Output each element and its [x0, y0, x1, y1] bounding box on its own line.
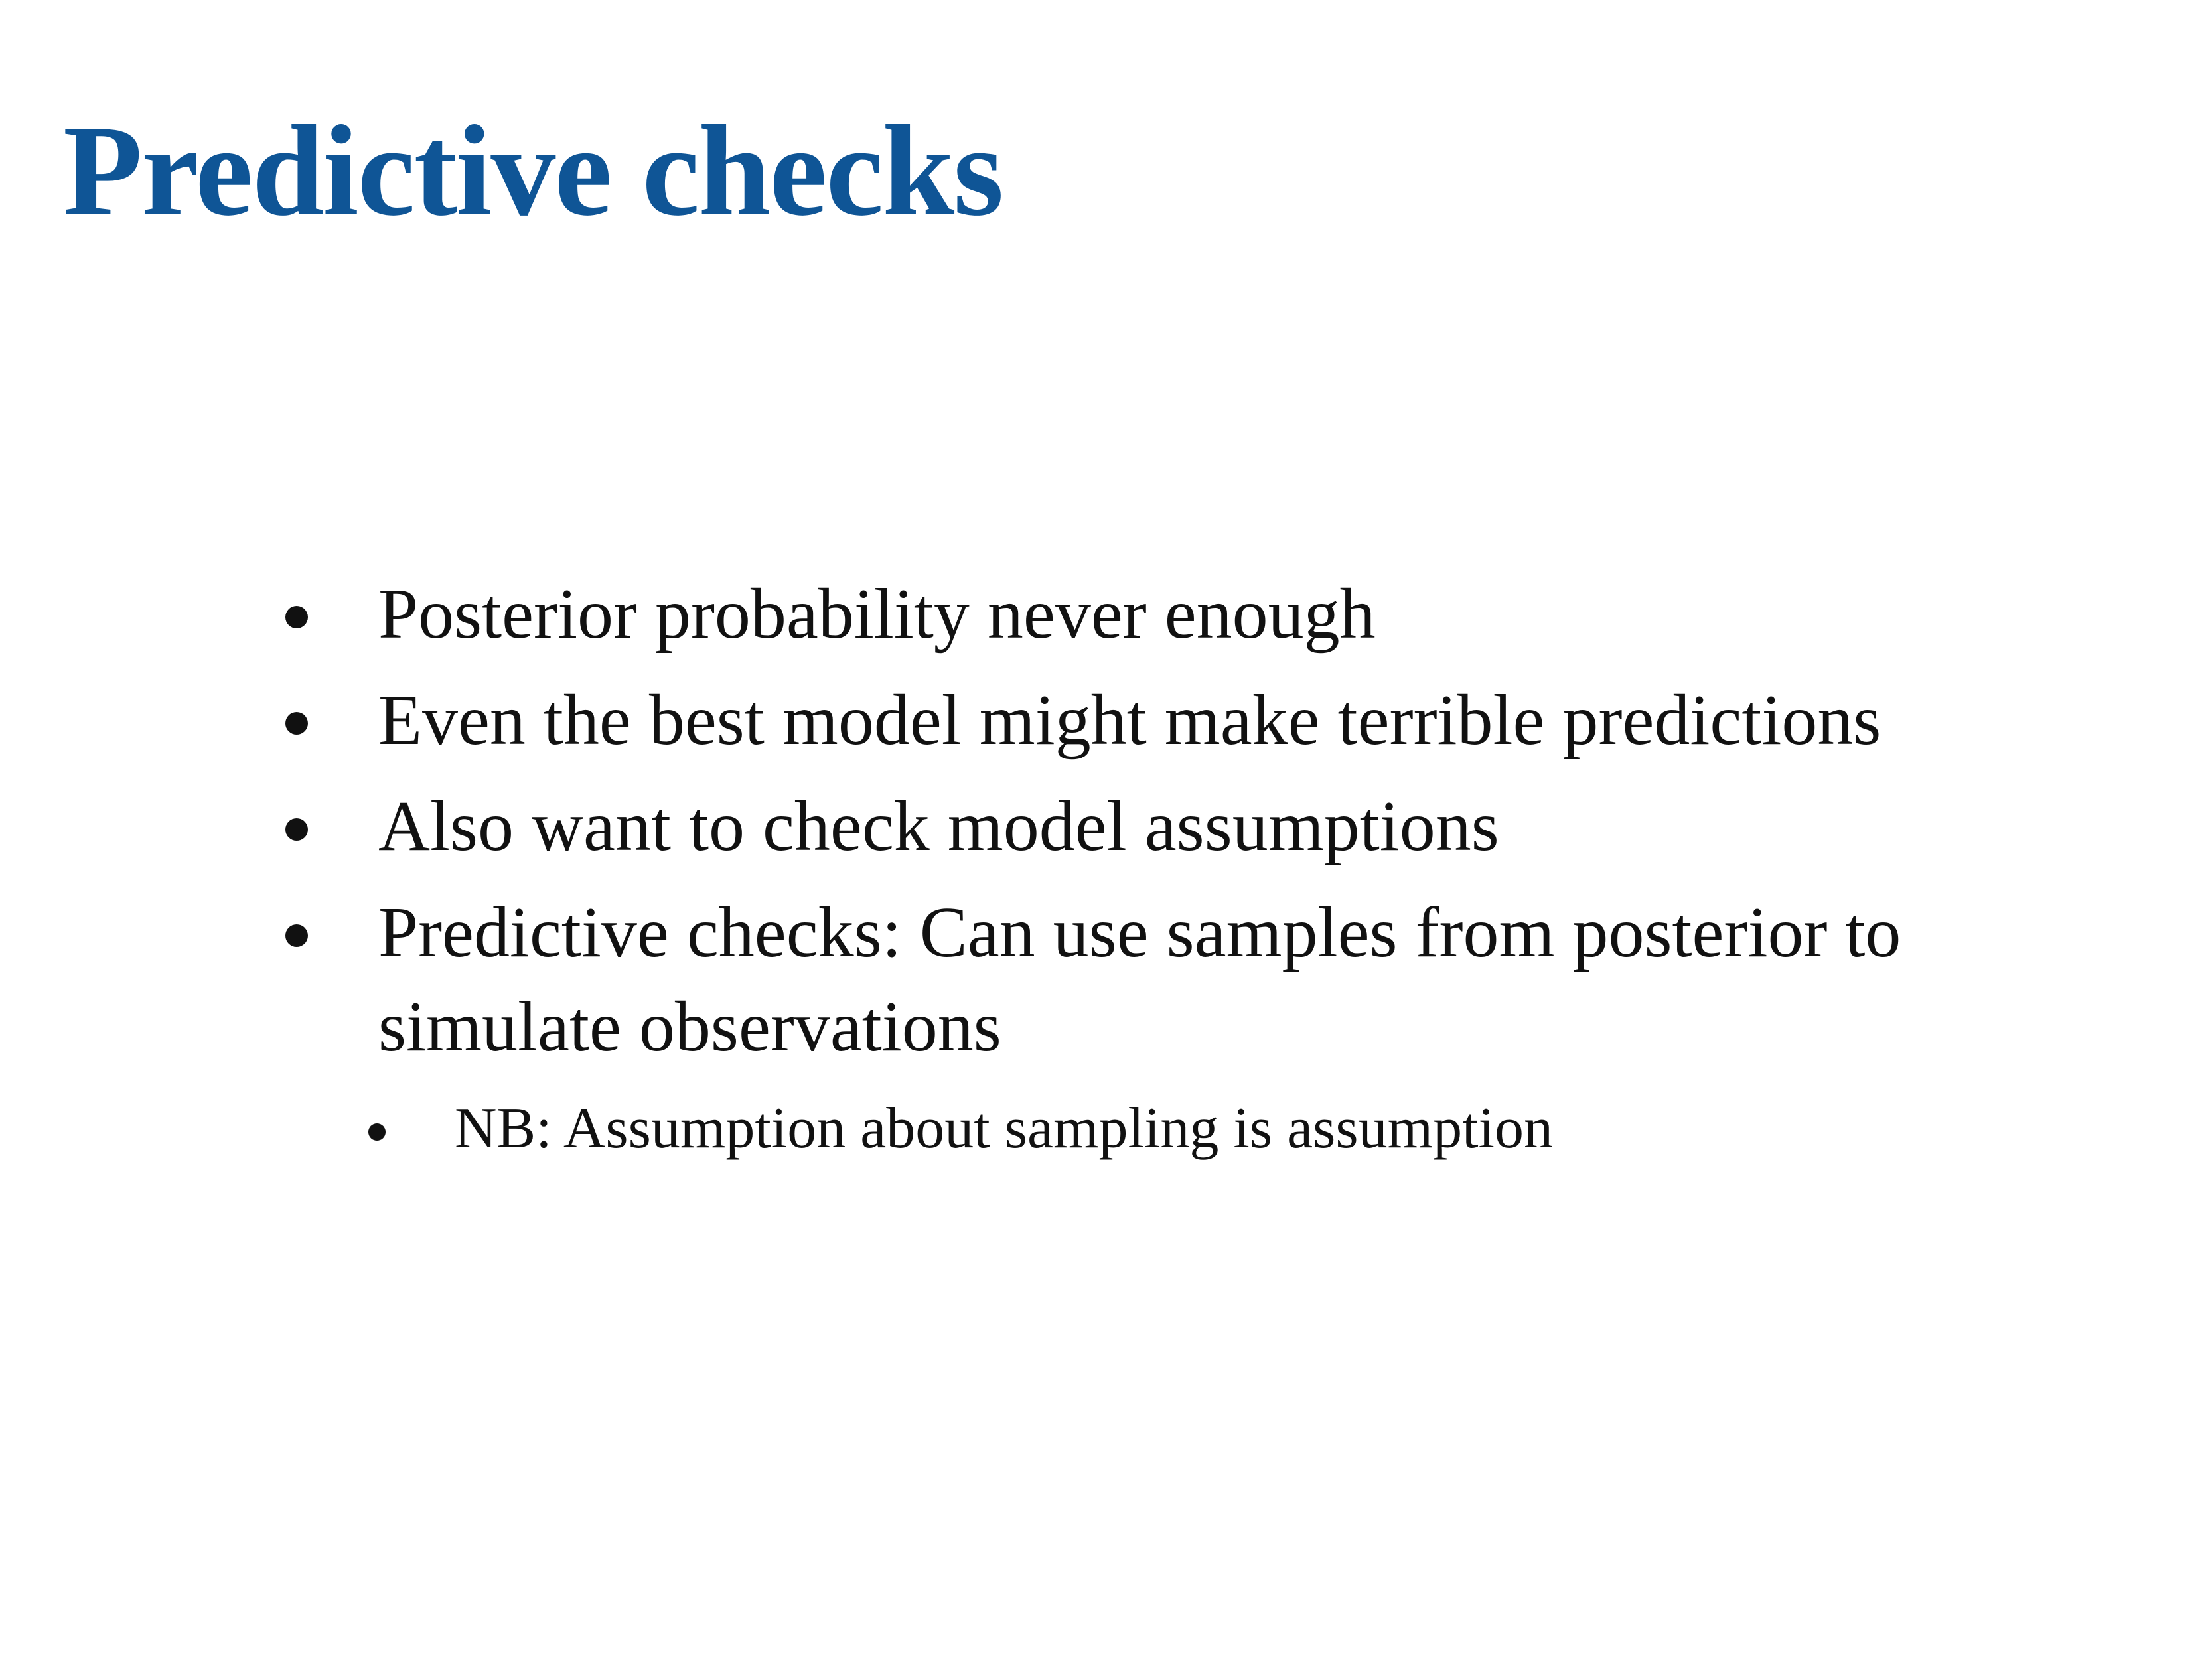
- bullet-text: Posterior probability never enough: [378, 575, 1376, 654]
- bullet-item: Also want to check model assumptions: [285, 780, 1984, 874]
- sub-bullet-list: NB: Assumption about sampling is assumpt…: [368, 1089, 1984, 1169]
- bullet-item: Posterior probability never enough: [285, 567, 1984, 662]
- sub-bullet-item: NB: Assumption about sampling is assumpt…: [368, 1089, 1984, 1169]
- sub-bullet-text: NB: Assumption about sampling is assumpt…: [455, 1096, 1553, 1161]
- bullet-text: Also want to check model assumptions: [378, 787, 1499, 866]
- slide-title: Predictive checks: [63, 99, 1004, 243]
- bullet-text: Predictive checks: Can use samples from …: [378, 893, 1901, 1066]
- bullet-dot-icon: [285, 712, 308, 735]
- bullet-dot-icon: [285, 818, 308, 841]
- bullet-item: Even the best model might make terrible …: [285, 674, 1984, 768]
- bullet-dot-icon: [285, 606, 308, 628]
- bullet-dot-icon: [285, 924, 308, 947]
- bullet-text: Even the best model might make terrible …: [378, 681, 1881, 760]
- bullet-list: Posterior probability never enough Even …: [285, 567, 1984, 1181]
- bullet-item: Predictive checks: Can use samples from …: [285, 886, 1984, 1169]
- sub-bullet-dot-icon: [368, 1123, 386, 1141]
